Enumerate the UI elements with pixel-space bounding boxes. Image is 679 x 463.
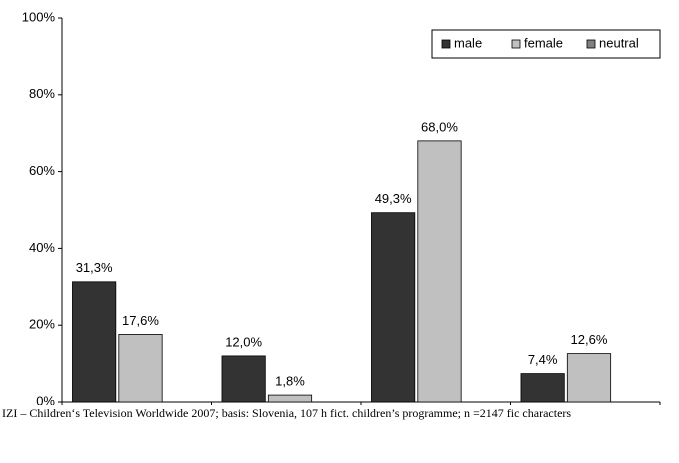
chart: 0%20%40%60%80%100%leader31,3%17,6%follow… [22, 9, 661, 405]
bar [566, 353, 612, 403]
bar [72, 281, 117, 403]
bar [267, 394, 313, 403]
y-tick-label: 40% [29, 240, 55, 255]
y-tick-label: 20% [29, 317, 55, 332]
y-tick-label: 100% [22, 9, 56, 24]
value-label: 31,3% [76, 260, 113, 275]
legend-swatch [586, 39, 596, 49]
legend-box [431, 29, 661, 59]
value-label: 68,0% [421, 119, 458, 134]
bar [118, 334, 163, 403]
legend-label: neutral [599, 35, 639, 50]
legend-label: female [524, 35, 563, 50]
legend-label: male [454, 35, 482, 50]
bar [417, 140, 462, 403]
legend-swatch [441, 39, 451, 49]
y-tick-label: 0% [36, 393, 55, 405]
legend-swatch [511, 39, 521, 49]
value-label: 1,8% [275, 374, 305, 389]
value-label: 17,6% [122, 313, 159, 328]
value-label: 49,3% [375, 191, 412, 206]
footnote: IZI – Children‘s Television Worldwide 20… [2, 406, 572, 420]
value-label: 12,0% [225, 334, 262, 349]
bar [371, 212, 416, 403]
value-label: 12,6% [571, 332, 608, 347]
y-tick-label: 60% [29, 163, 55, 178]
y-tick-label: 80% [29, 86, 55, 101]
bar [520, 373, 565, 403]
value-label: 7,4% [528, 352, 558, 367]
bar [221, 355, 266, 403]
